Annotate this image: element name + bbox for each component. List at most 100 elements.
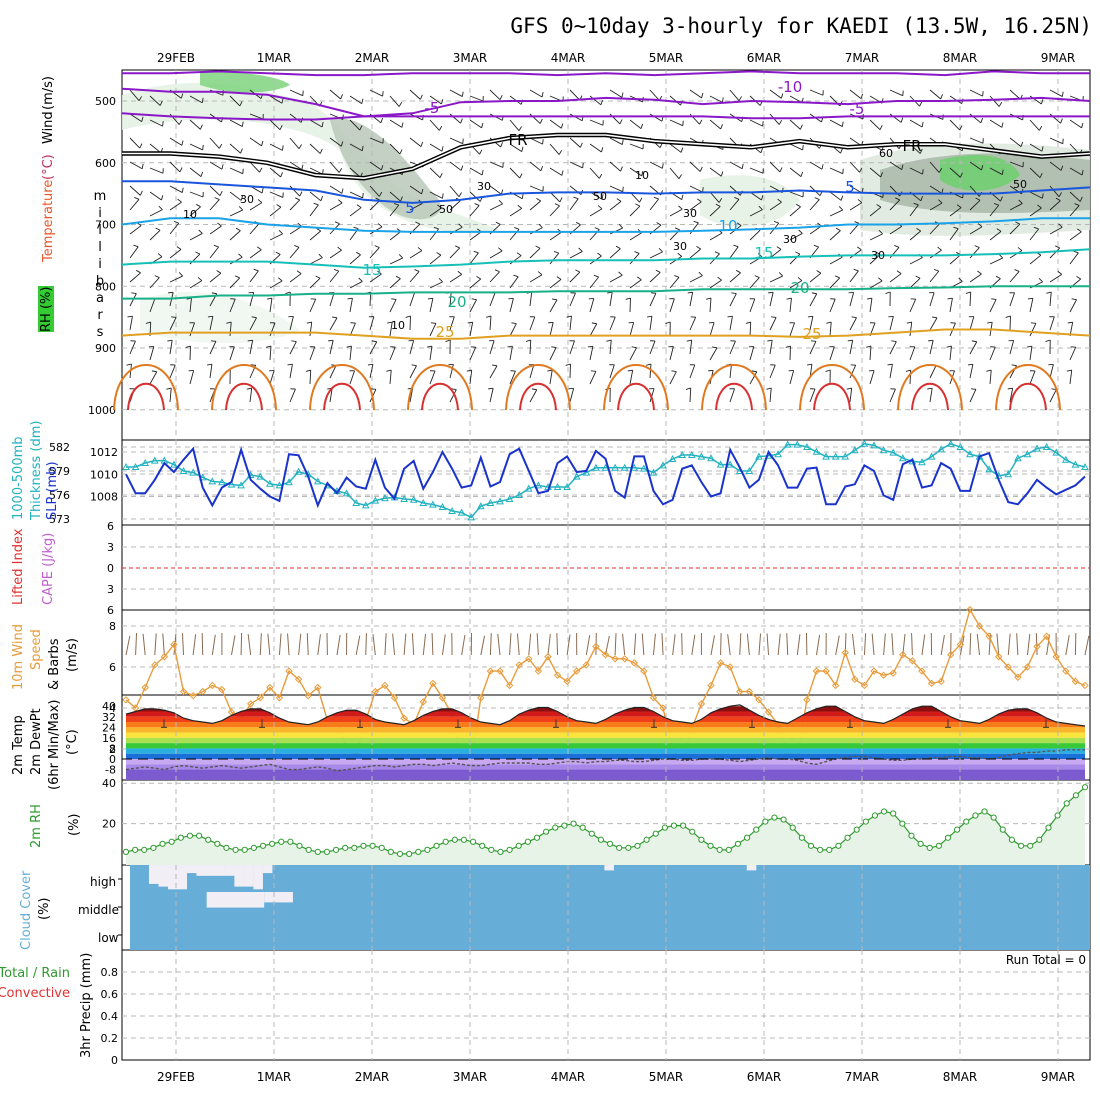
wind-barb-flag <box>439 173 443 178</box>
wind-barb <box>369 89 383 97</box>
temp-line <box>125 704 1086 727</box>
wind-barb-flag <box>810 340 816 342</box>
wind-barb <box>169 137 183 146</box>
rh-point <box>259 842 267 849</box>
wind10-point <box>515 661 523 669</box>
wind-barb-flag <box>1074 203 1080 206</box>
wind-barb <box>469 370 473 385</box>
top-date-label: 7MAR <box>845 51 880 65</box>
wind-barb-flag <box>1020 141 1024 147</box>
wind-barb <box>669 346 674 361</box>
wind-barb <box>849 292 855 307</box>
wind-barb-flag <box>1055 245 1060 249</box>
wind-barb-flag <box>159 100 163 106</box>
wind-barb-flag <box>802 144 804 150</box>
wind-barb <box>929 89 942 100</box>
wind-barb-flag <box>210 340 216 342</box>
temp-minmax-label: (6hr Min/Max) <box>47 700 62 790</box>
rh-point <box>314 848 321 855</box>
wind-barb-flag <box>155 227 161 231</box>
wind-barb-flag <box>151 370 157 373</box>
wind-barb <box>769 317 777 331</box>
wind-barb <box>1009 340 1015 355</box>
wind-barb <box>1029 323 1037 337</box>
wind-barb-flag <box>1060 165 1064 171</box>
wind-barb <box>609 248 621 259</box>
wind10-point <box>573 667 581 675</box>
chart-title: GFS 0~10day 3-hourly for KAEDI (13.5W, 1… <box>510 14 1092 38</box>
thickness-point <box>361 501 370 509</box>
wind-barb <box>409 185 422 195</box>
temperature-contour <box>122 285 1090 300</box>
temperature-contour <box>121 248 1091 269</box>
wind10-point <box>956 640 965 649</box>
wind-barb-flag <box>531 388 537 391</box>
cloud-low-label: low <box>98 931 119 945</box>
wind-barb-flag <box>361 145 364 151</box>
wind-barb-flag <box>590 370 596 372</box>
wind-barb <box>949 298 953 313</box>
wind-barb-flag <box>511 322 517 324</box>
wind-barb-flag <box>720 124 723 130</box>
temp-35-contour <box>421 382 459 411</box>
thickness-point <box>1004 470 1013 478</box>
rh-point <box>890 810 897 817</box>
wind-barb <box>149 167 164 174</box>
wind-barb <box>549 119 562 129</box>
wind10-barb <box>135 633 138 656</box>
wind-barb-flag <box>913 202 919 206</box>
wind-barb <box>529 292 533 307</box>
wind-barb-flag <box>455 245 460 249</box>
thickness-point <box>668 454 677 462</box>
wind-barb <box>129 293 137 307</box>
slp-label: SLP (mb) <box>45 461 60 520</box>
wind-barb <box>529 161 542 172</box>
rh-point <box>862 818 869 825</box>
cloud-fill <box>130 865 1090 950</box>
wind10-label-1: 10m Wind <box>11 624 26 690</box>
wind-barb-flag <box>241 121 244 127</box>
wind-barb-flag <box>1011 364 1017 367</box>
wind-barb <box>969 137 984 144</box>
wind-barb-flag <box>1076 228 1082 233</box>
wind-barb <box>469 347 477 361</box>
wind-barb <box>609 340 612 355</box>
rh2-side-labels: 2m RH (%) <box>29 804 82 848</box>
cloud-middle-label: middle <box>78 903 119 917</box>
wind-barb <box>529 316 536 331</box>
millibars-glyph: b <box>96 274 104 289</box>
wind-barb-flag <box>1045 339 1051 342</box>
wind-tick-label: 6 <box>109 661 116 674</box>
wind-barb <box>949 254 961 265</box>
wind-barb <box>569 316 572 331</box>
wind-barb <box>629 232 643 241</box>
wind-barb-flag <box>542 139 544 145</box>
wind-barb-flag <box>876 204 882 208</box>
wind-barb-flag <box>377 270 382 275</box>
wind-barb-flag <box>856 246 862 251</box>
top-date-label: 9MAR <box>1041 51 1076 65</box>
wind10-barb <box>911 633 913 656</box>
wind-barb <box>909 257 923 265</box>
wind-barb-flag <box>521 146 524 152</box>
wind10-point <box>266 683 274 692</box>
wind-barb-flag <box>736 269 741 274</box>
wind10-barb <box>240 633 243 656</box>
wind-barb-flag <box>481 122 484 128</box>
wind-barb <box>389 204 400 217</box>
wind-barb-flag <box>441 99 444 105</box>
wind-barb-flag <box>516 252 522 256</box>
wind-barb-flag <box>741 163 744 169</box>
wind-barb-flag <box>393 202 399 206</box>
wind-barb-flag <box>733 244 739 248</box>
wind-barb-flag <box>846 387 852 390</box>
wind-barb-flag <box>556 276 562 280</box>
wind-barb-flag <box>157 253 163 258</box>
wind-barb-flag <box>1027 297 1033 300</box>
cloud-unit-label: (%) <box>37 898 52 921</box>
wind-barb-flag <box>217 222 222 227</box>
rh-point <box>597 836 605 843</box>
wind10-point <box>170 640 178 649</box>
wind-barb-flag <box>257 199 263 203</box>
wind10-barb <box>815 634 821 656</box>
